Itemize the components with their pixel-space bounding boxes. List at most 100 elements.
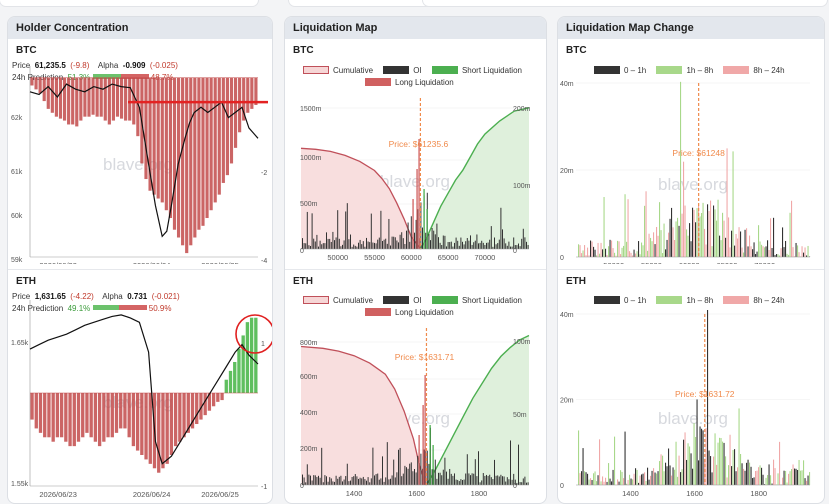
change-bar [652,241,653,257]
alpha-bar [83,78,86,117]
change-bar [763,475,764,485]
change-bar [728,465,729,485]
alpha-bar [104,78,107,121]
change-bar [658,236,659,257]
legend-oi[interactable]: OI [383,296,421,305]
change-bar [656,474,657,485]
alpha-bar [91,78,94,115]
alpha-bar [35,393,38,428]
oi-bar [404,466,405,485]
x-tick: 2026/06/25 [201,490,239,498]
alpha-bar [75,78,78,127]
oi-bar [441,245,442,249]
y-tick-left: 1.65k [11,340,29,347]
change-bar [653,232,654,257]
change-bar [772,248,773,257]
legend-a[interactable]: 0 – 1h [594,66,646,75]
change-bar [685,432,686,485]
change-bar [745,230,746,257]
oi-bar [489,475,490,485]
change-bar [784,471,785,485]
change-bar [595,471,596,485]
chart-legend: 0 – 1h 1h – 8h 8h – 24h [594,66,793,75]
change-bar [644,206,645,257]
change-bar [770,218,771,257]
oi-bar [371,478,372,485]
oi-bar [475,241,476,249]
oi-bar [467,454,468,485]
alpha-bar [30,393,33,420]
oi-bar [379,480,380,485]
oi-bar [438,473,439,485]
change-bar [733,450,734,485]
oi-bar [393,237,394,249]
change-bar [754,242,755,257]
legend-short[interactable]: Short Liquidation [432,66,522,75]
change-bar [797,470,798,485]
oi-bar [337,479,338,485]
legend-long[interactable]: Long Liquidation [365,78,454,87]
change-bar [745,471,746,485]
change-bar [751,246,752,257]
change-bar [719,438,720,485]
y-tick-right: 0 [513,248,517,255]
change-bar [737,467,738,485]
oi-bar [368,241,369,249]
y-tick-left: 1000m [300,155,322,162]
alpha-bar [96,78,99,117]
y-tick-right: -2 [261,170,267,177]
oi-bar [344,240,345,249]
alpha-bar [39,78,42,94]
oi-bar [323,243,324,249]
oi-bar [368,477,369,485]
alpha-bar [246,322,249,393]
legend-cumulative[interactable]: Cumulative [303,296,373,305]
change-bar [659,202,660,257]
legend-oi[interactable]: OI [383,66,421,75]
change-bar [766,478,767,485]
legend-long[interactable]: Long Liquidation [365,308,454,317]
y-tick: 20m [560,168,574,175]
alpha-bar [64,393,67,442]
y-tick-left: 1500m [300,106,322,113]
change-bar [670,219,671,257]
oi-bar [350,481,351,485]
change-bar [727,148,728,257]
oi-bar [409,242,410,249]
change-bar [763,246,764,257]
legend-b[interactable]: 1h – 8h [656,296,713,305]
oi-bar [496,476,497,485]
legend-c[interactable]: 8h – 24h [723,296,784,305]
legend-c[interactable]: 8h – 24h [723,66,784,75]
change-bar [643,245,644,257]
legend-cumulative[interactable]: Cumulative [303,66,373,75]
oi-bar [435,460,436,485]
change-bar [602,476,603,485]
oi-bar [417,456,418,485]
oi-bar [504,476,505,485]
alpha-bar [144,78,147,179]
oi-bar [524,237,525,249]
change-bar [688,236,689,257]
change-bar [619,482,620,485]
change-bar [752,478,753,485]
oi-bar [462,480,463,485]
legend-short[interactable]: Short Liquidation [432,296,522,305]
change-bar [803,253,804,257]
oi-bar [360,478,361,485]
change-bar [620,254,621,257]
btc-holder-section: BTC Price 61,235.5 (-9.8) Alpha -0.909 (… [8,39,272,269]
legend-b[interactable]: 1h – 8h [656,66,713,75]
alpha-bar [100,78,103,117]
change-bar [628,480,629,485]
oi-bar [406,231,407,249]
change-bar [761,245,762,257]
y-tick: 40m [560,312,574,319]
oi-bar [369,242,370,249]
oi-bar [497,475,498,485]
change-bar [794,469,795,485]
legend-a[interactable]: 0 – 1h [594,296,646,305]
x-tick: 2026/06/24 [133,490,171,498]
alpha-bar [222,78,225,183]
oi-bar [363,241,364,249]
